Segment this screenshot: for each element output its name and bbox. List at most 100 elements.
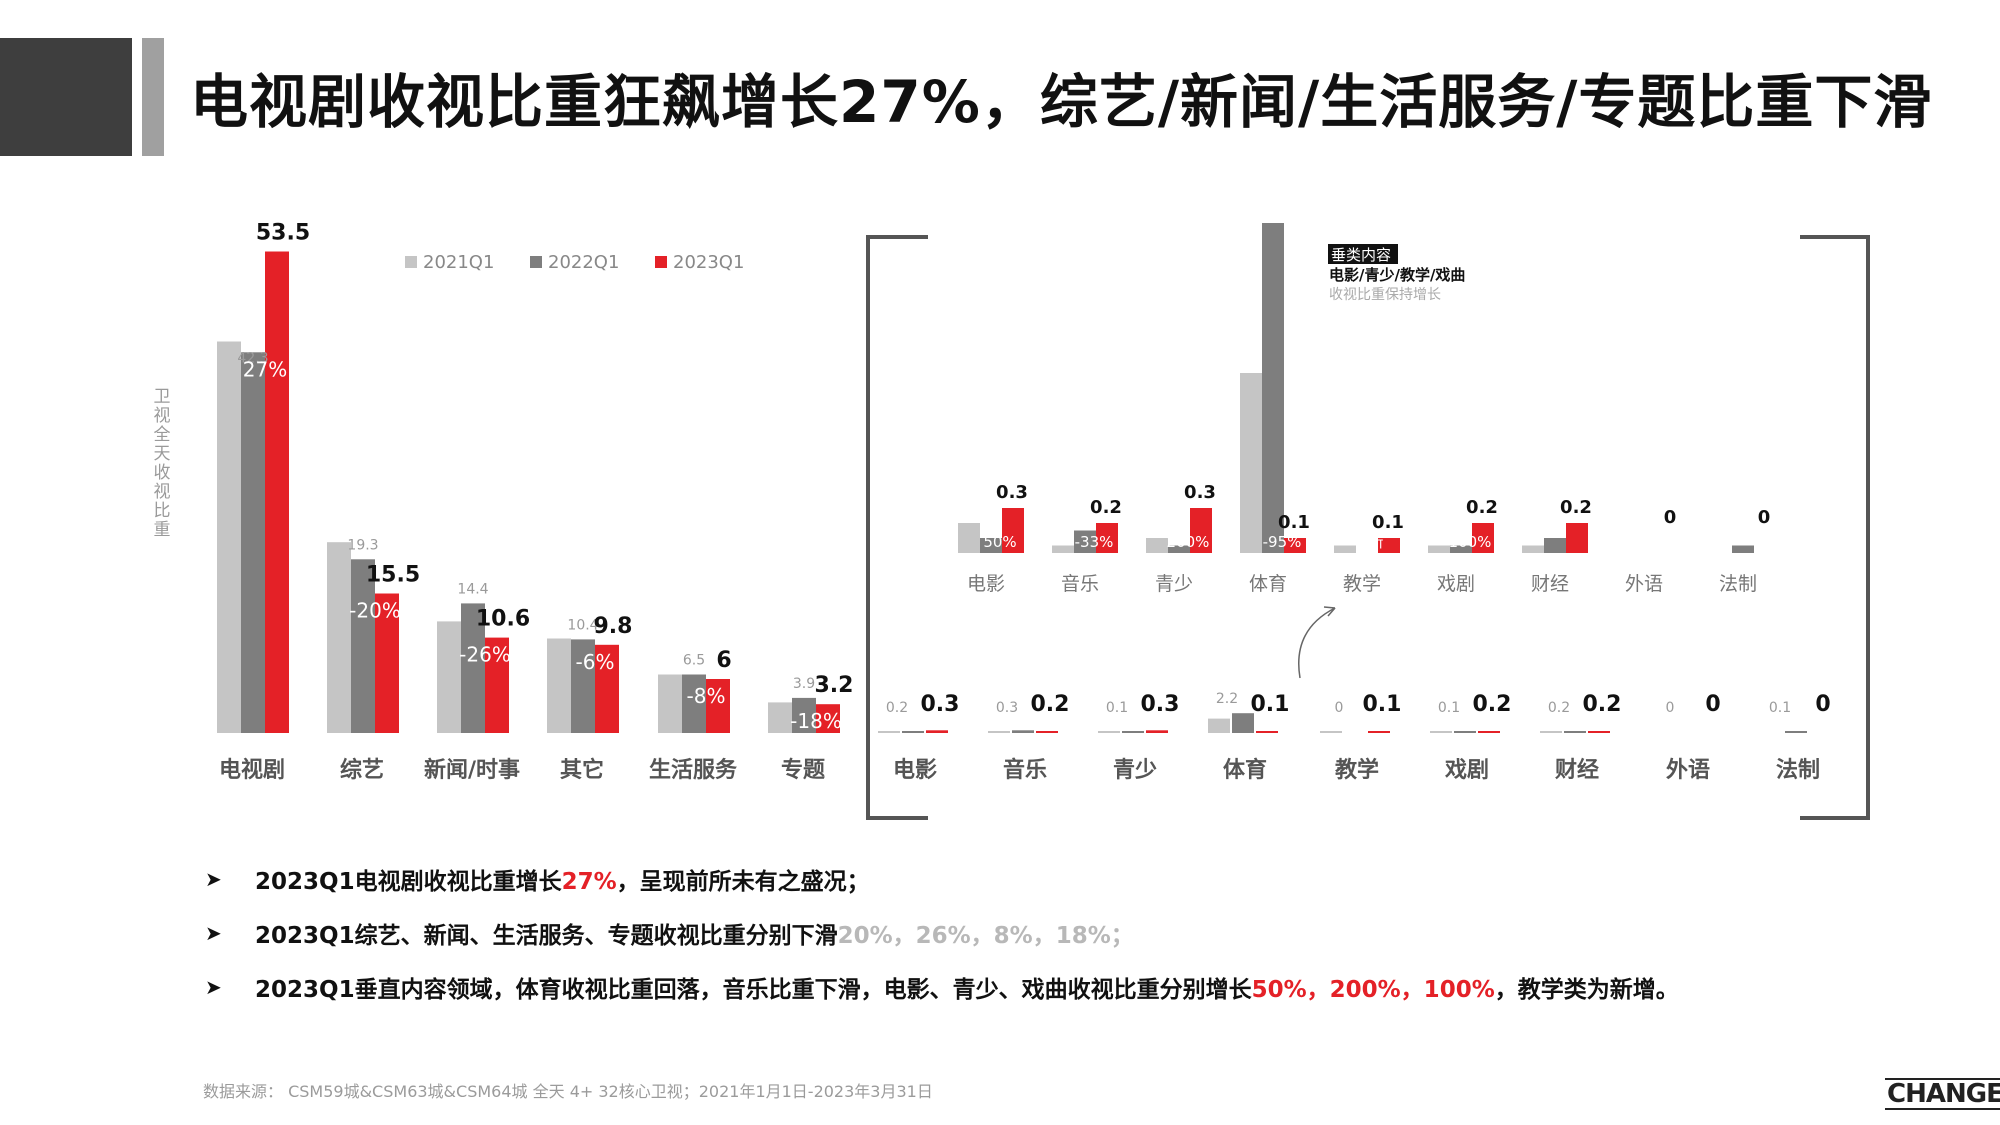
bar-2022q1-3 [571, 639, 595, 733]
value-label-2022: 0 [1335, 700, 1344, 716]
value-label-2023: 0.2 [1031, 692, 1070, 717]
category-label: 音乐 [1003, 757, 1047, 783]
value-label-2022: 2.2 [1216, 691, 1238, 707]
growth-label: -6% [576, 650, 615, 674]
value-label-2023: 0.3 [921, 692, 960, 717]
legend-label: 2021Q1 [423, 252, 494, 273]
value-label-2022: 0.1 [1438, 700, 1460, 716]
legend-label: 2022Q1 [548, 252, 619, 273]
value-label-2022: 0.1 [1106, 700, 1128, 716]
value-label-2022: 0 [1666, 700, 1675, 716]
bar-2021q1-5 [768, 702, 792, 733]
page-title: 电视剧收视比重狂飙增长27%，综艺/新闻/生活服务/专题比重下滑 [190, 68, 1933, 136]
vbar-2022q1-8 [1785, 731, 1807, 733]
inset-growth-label: -33% [1075, 533, 1114, 551]
category-label: 其它 [560, 757, 604, 783]
category-label: 外语 [1666, 757, 1710, 783]
y-axis-label-char: 卫 [154, 387, 171, 407]
value-label-2022: 10.4 [567, 617, 598, 633]
growth-label: -8% [687, 684, 726, 708]
inset-value-label: 0.3 [996, 482, 1028, 503]
annotation-line2: 电影/青少/教学/戏曲 [1329, 266, 1465, 284]
value-label-2023: 3.2 [815, 673, 854, 698]
value-label-2023: 0.1 [1363, 692, 1402, 717]
vbar-2021q1-2 [1098, 731, 1120, 733]
zbar-2022q1-8 [1732, 545, 1754, 553]
legend-swatch-0 [405, 256, 417, 268]
value-label-2022: 14.4 [457, 581, 488, 597]
vbar-2022q1-0 [902, 731, 924, 733]
chart-canvas: 42.3 53.5 27% 电视剧 19.3 15.5 -20% 综艺 14.4 10.6 -26%… [154, 221, 1870, 820]
arrow-icon: ➤ [205, 921, 222, 945]
inset-growth-label: -95% [1263, 533, 1302, 551]
bar-2021q1-4 [658, 674, 682, 733]
bullet-text: 2023Q1综艺、新闻、生活服务、专题收视比重分别下滑20%，26%，8%，18… [255, 916, 1134, 950]
legend-label: 2023Q1 [673, 252, 744, 273]
inset-value-label: 0.2 [1560, 497, 1592, 518]
bullet-list: ➤ 2023Q1电视剧收视比重增长27%，呈现前所未有之盛况； ➤ 2023Q1综艺… [205, 852, 1679, 1014]
zbar-2022q1-2 [1168, 545, 1190, 553]
bullet-3: ➤ 2023Q1垂直内容领域，体育收视比重回落，音乐比重下滑，电影、青少、戏曲收视… [205, 960, 1679, 1014]
inset-value-label: 0.1 [1278, 512, 1310, 533]
category-label: 电视剧 [219, 757, 285, 783]
inset-category-label: 电影 [967, 573, 1005, 595]
bullet-1-part-3: ，呈现前所未有之盛况； [616, 869, 870, 895]
zbar-2023q1-2 [1190, 508, 1212, 553]
y-axis-label-char: 视 [154, 406, 171, 426]
value-label-2023: 0 [1815, 692, 1830, 717]
y-axis-label-char: 全 [154, 425, 171, 445]
curve-arrow [1298, 607, 1336, 679]
zbar-2023q1-5 [1472, 523, 1494, 553]
zbar-2021q1-6 [1522, 545, 1544, 553]
inset-value-label: 0.2 [1090, 497, 1122, 518]
header-accent-bar [142, 38, 164, 156]
value-label-2023: 6 [716, 648, 731, 673]
vbar-2021q1-0 [878, 731, 900, 733]
zbar-2023q1-4 [1378, 538, 1400, 553]
vbar-2023q1-5 [1478, 731, 1500, 733]
value-label-2023: 15.5 [366, 563, 420, 588]
left-bracket [866, 235, 928, 820]
vbar-2021q1-1 [988, 731, 1010, 733]
inset-growth-label: 100% [1449, 533, 1492, 551]
category-label: 戏剧 [1444, 758, 1489, 783]
y-axis-label-char: 视 [154, 482, 171, 502]
annotation-title: 垂类内容 [1331, 246, 1391, 264]
value-label-2023: 0.2 [1473, 692, 1512, 717]
vbar-2023q1-1 [1036, 731, 1058, 733]
inset-category-label: 教学 [1343, 573, 1381, 595]
zbar-2022q1-5 [1450, 545, 1472, 553]
vbar-2021q1-3 [1208, 718, 1230, 733]
growth-label: -18% [790, 709, 842, 733]
value-label-2023: 0.2 [1583, 692, 1622, 717]
value-label-2022: 0.2 [1548, 700, 1570, 716]
value-label-2023: 53.5 [256, 221, 310, 246]
arrow-icon: ➤ [205, 867, 222, 891]
bar-2023q1-2 [485, 637, 509, 733]
value-label-2022: 3.9 [793, 676, 815, 692]
inset-category-label: 法制 [1719, 573, 1757, 595]
zbar-2023q1-1 [1096, 523, 1118, 553]
vbar-2023q1-2 [1146, 730, 1168, 733]
inset-category-label: 青少 [1155, 573, 1193, 595]
zbar-2021q1-2 [1146, 538, 1168, 553]
inset-value-label: 0.2 [1466, 497, 1498, 518]
header-block [0, 38, 132, 156]
zbar-2022q1-6 [1544, 538, 1566, 553]
inset-value-label: 0 [1664, 507, 1677, 528]
curve-arrowhead [1323, 606, 1336, 617]
vbar-2023q1-3 [1256, 731, 1278, 733]
value-label-2022: 42.3 [237, 350, 268, 366]
bar-2023q1-4 [706, 679, 730, 733]
bar-2022q1-2 [461, 603, 485, 733]
bullet-1-part-2: 27% [561, 869, 617, 895]
bar-2022q1-5 [792, 697, 816, 733]
inset-value-label: 0 [1758, 507, 1771, 528]
value-label-2023: 0.1 [1251, 692, 1290, 717]
vbar-2021q1-4 [1320, 731, 1342, 733]
zbar-2022q1-3 [1262, 223, 1284, 553]
inset-value-label: 0.1 [1372, 512, 1404, 533]
category-label: 教学 [1335, 757, 1379, 783]
inset-category-label: 体育 [1249, 573, 1287, 595]
bar-2021q1-2 [437, 621, 461, 733]
